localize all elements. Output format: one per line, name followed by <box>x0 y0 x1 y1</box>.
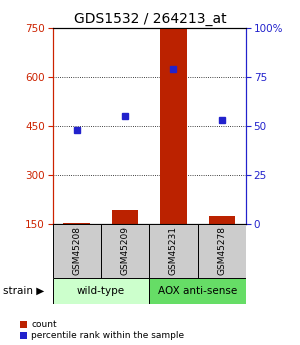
Text: strain ▶: strain ▶ <box>3 286 44 296</box>
Bar <box>160 28 187 224</box>
Bar <box>149 278 246 304</box>
Text: GSM45278: GSM45278 <box>217 226 226 276</box>
Bar <box>149 224 198 278</box>
Bar <box>208 216 235 224</box>
Text: GSM45231: GSM45231 <box>169 226 178 276</box>
Bar <box>52 278 149 304</box>
Bar <box>198 224 246 278</box>
Bar <box>101 224 149 278</box>
Text: GSM45208: GSM45208 <box>72 226 81 276</box>
Bar <box>52 224 101 278</box>
Text: GSM45209: GSM45209 <box>121 226 130 276</box>
Text: wild-type: wild-type <box>77 286 125 296</box>
Text: GDS1532 / 264213_at: GDS1532 / 264213_at <box>74 12 226 26</box>
Text: AOX anti-sense: AOX anti-sense <box>158 286 237 296</box>
Legend: count, percentile rank within the sample: count, percentile rank within the sample <box>20 320 184 341</box>
Bar <box>63 223 90 224</box>
Bar <box>112 209 138 224</box>
